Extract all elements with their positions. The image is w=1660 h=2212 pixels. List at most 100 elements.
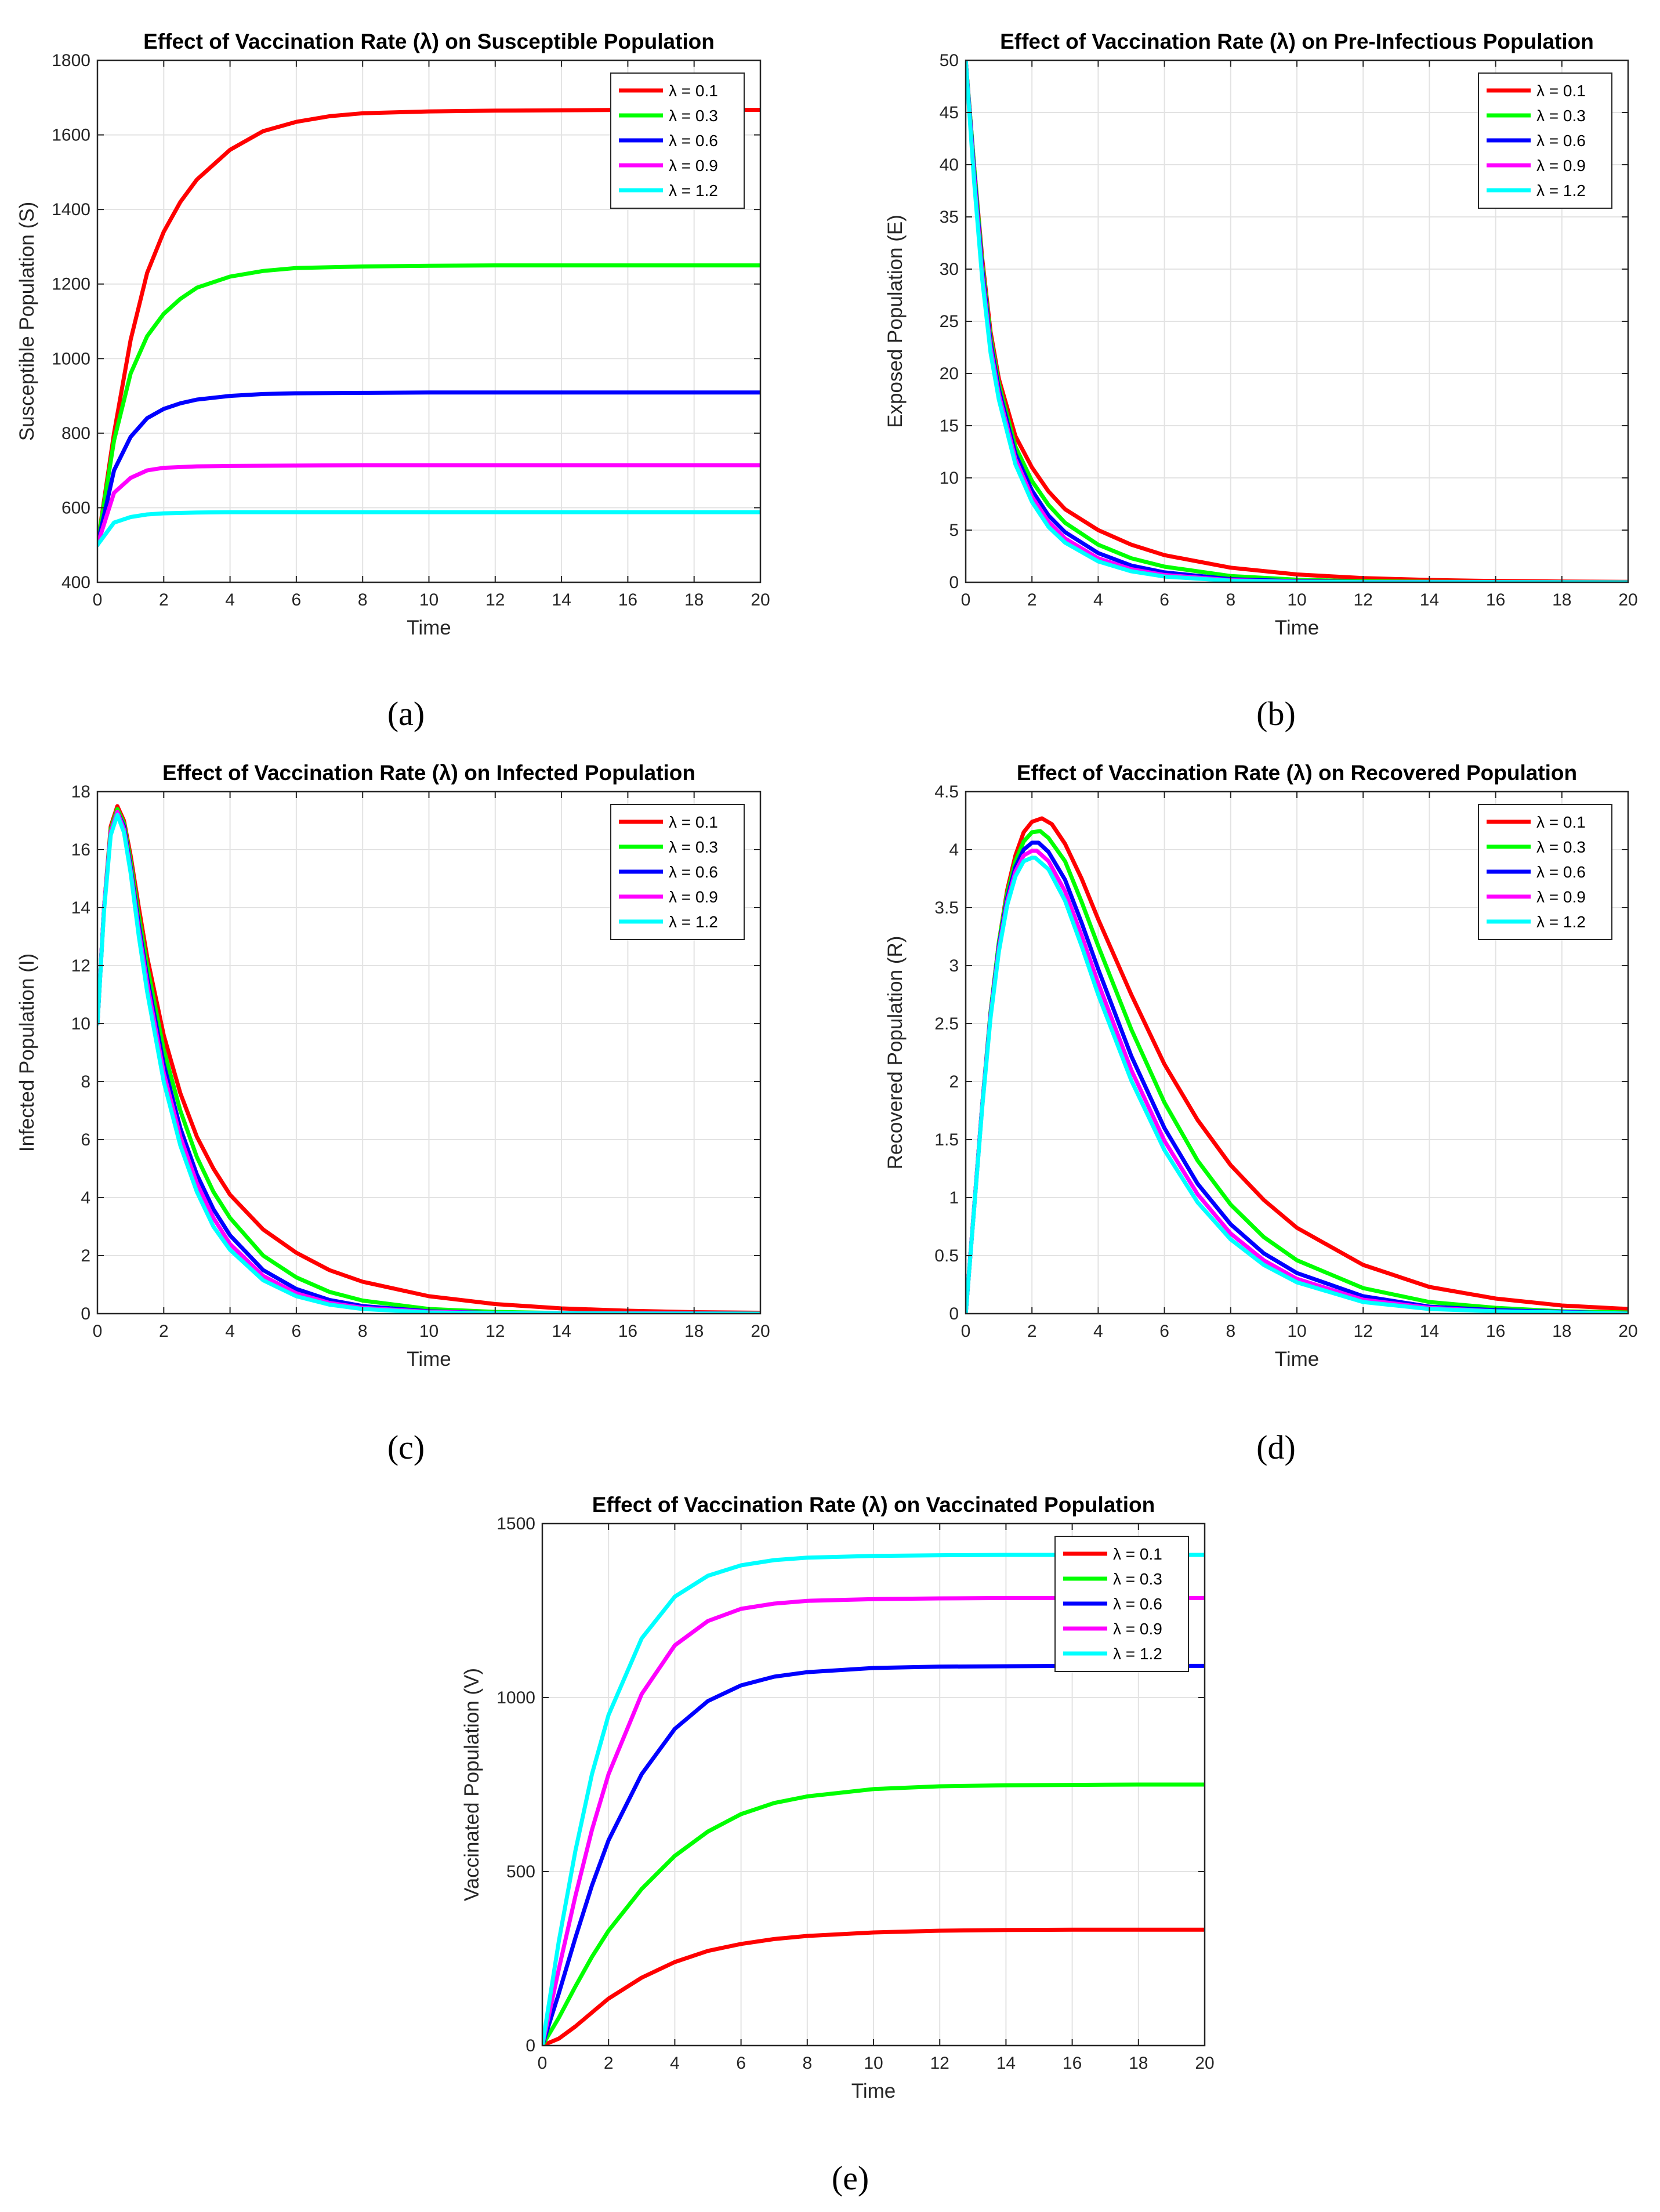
x-tick-label: 14	[996, 2054, 1016, 2073]
y-tick-label: 0.5	[934, 1246, 959, 1265]
x-tick-label: 14	[1420, 1322, 1439, 1341]
x-tick-label: 16	[618, 590, 637, 610]
chart-title: Effect of Vaccination Rate (λ) on Pre-In…	[1000, 30, 1594, 53]
legend-label: λ = 0.6	[1536, 132, 1586, 150]
panel-caption: (b)	[1256, 695, 1296, 733]
y-tick-label: 0	[525, 2036, 535, 2055]
y-tick-label: 400	[61, 573, 90, 592]
y-tick-label: 18	[71, 782, 90, 802]
y-tick-label: 4.5	[934, 782, 959, 802]
x-tick-label: 18	[684, 590, 704, 610]
x-tick-label: 16	[618, 1322, 637, 1341]
x-tick-label: 18	[1552, 590, 1571, 610]
x-tick-label: 10	[1287, 1322, 1306, 1341]
y-tick-label: 0	[81, 1304, 90, 1323]
x-tick-label: 0	[961, 1322, 971, 1341]
y-tick-label: 4	[81, 1188, 90, 1207]
x-tick-label: 8	[358, 590, 368, 610]
panel-caption: (d)	[1256, 1428, 1296, 1466]
panel-caption: (c)	[387, 1428, 425, 1466]
legend-label: λ = 0.1	[669, 813, 718, 831]
x-tick-label: 16	[1486, 590, 1505, 610]
x-tick-label: 14	[552, 590, 571, 610]
y-tick-label: 0	[949, 573, 959, 592]
x-tick-label: 20	[1195, 2054, 1214, 2073]
x-tick-label: 20	[1618, 590, 1637, 610]
x-tick-label: 8	[1226, 1322, 1235, 1341]
y-tick-label: 25	[940, 312, 959, 331]
y-axis-label: Susceptible Population (S)	[16, 202, 38, 441]
y-axis-label: Exposed Population (E)	[884, 215, 907, 428]
y-tick-label: 30	[940, 260, 959, 279]
y-tick-label: 500	[506, 1862, 535, 1881]
legend-label: λ = 0.1	[1536, 813, 1586, 831]
legend-label: λ = 0.1	[669, 82, 718, 100]
y-tick-label: 1000	[52, 349, 90, 368]
x-axis-label: Time	[407, 617, 451, 639]
y-tick-label: 45	[940, 103, 959, 122]
y-tick-label: 2.5	[934, 1014, 959, 1034]
y-tick-label: 10	[940, 469, 959, 488]
x-tick-label: 6	[1159, 590, 1169, 610]
chart-title: Effect of Vaccination Rate (λ) on Vaccin…	[592, 1493, 1155, 1517]
y-tick-label: 50	[940, 51, 959, 70]
y-tick-label: 10	[71, 1014, 90, 1034]
series-line-2	[97, 390, 760, 547]
panel-e: 0 2 4 6 8 10 12 14 16 18 20 0 500 1000 1500 Effect of V…	[461, 1493, 1215, 2197]
panel-b: 0 2 4 6 8 10 12 14 16 18 20 0 5 10 15 20 25 30 35 40 45 50 Eff…	[884, 30, 1638, 733]
x-axis-label: Time	[407, 1348, 451, 1370]
series-line-3	[542, 1595, 1205, 2046]
x-tick-label: 2	[159, 590, 169, 610]
y-axis-label: Vaccinated Population (V)	[461, 1668, 483, 1901]
legend-label: λ = 0.3	[669, 838, 718, 856]
series-line-1	[542, 1782, 1205, 2046]
legend-label: λ = 1.2	[1536, 182, 1586, 200]
x-tick-label: 20	[751, 1322, 770, 1341]
x-tick-label: 10	[864, 2054, 883, 2073]
legend-label: λ = 0.6	[669, 863, 718, 881]
series-line-1	[97, 263, 760, 547]
y-tick-label: 40	[940, 155, 959, 175]
y-tick-label: 1500	[496, 1514, 535, 1533]
y-tick-label: 1600	[52, 126, 90, 145]
y-tick-label: 1200	[52, 275, 90, 294]
legend-label: λ = 0.3	[1113, 1570, 1162, 1588]
chart-title: Effect of Vaccination Rate (λ) on Suscep…	[143, 30, 715, 53]
legend-label: λ = 0.1	[1113, 1545, 1162, 1563]
panel-d: 0 2 4 6 8 10 12 14 16 18 20 0 0.5 1 1.5 2 2.5 3 3.5 4 4.5 Eff…	[884, 761, 1638, 1466]
legend-label: λ = 0.9	[1536, 888, 1586, 906]
legend-label: λ = 0.9	[669, 888, 718, 906]
legend-label: λ = 1.2	[1536, 913, 1586, 931]
x-axis-label: Time	[1275, 617, 1319, 639]
y-tick-label: 0	[949, 1304, 959, 1323]
panel-caption: (a)	[387, 695, 425, 733]
series-line-4	[542, 1553, 1205, 2046]
y-tick-label: 2	[949, 1072, 959, 1092]
x-axis-label: Time	[1275, 1348, 1319, 1370]
y-tick-label: 1000	[496, 1688, 535, 1707]
y-tick-label: 8	[81, 1072, 90, 1092]
legend-label: λ = 1.2	[669, 913, 718, 931]
legend-label: λ = 1.2	[669, 182, 718, 200]
x-tick-label: 12	[485, 1322, 505, 1341]
x-tick-label: 18	[1129, 2054, 1148, 2073]
legend-label: λ = 1.2	[1113, 1645, 1162, 1663]
x-tick-label: 10	[419, 590, 438, 610]
x-tick-label: 14	[552, 1322, 571, 1341]
y-axis-label: Infected Population (I)	[16, 953, 38, 1152]
x-tick-label: 4	[225, 590, 235, 610]
legend-label: λ = 0.6	[669, 132, 718, 150]
y-tick-label: 1	[949, 1188, 959, 1207]
x-tick-label: 6	[292, 590, 302, 610]
legend-label: λ = 0.3	[1536, 107, 1586, 125]
x-tick-label: 6	[736, 2054, 746, 2073]
x-tick-label: 2	[1027, 590, 1037, 610]
x-tick-label: 20	[1618, 1322, 1637, 1341]
x-tick-label: 20	[751, 590, 770, 610]
legend-label: λ = 0.9	[1536, 157, 1586, 175]
y-tick-label: 5	[949, 521, 959, 540]
x-tick-label: 2	[1027, 1322, 1037, 1341]
legend-label: λ = 0.6	[1113, 1595, 1162, 1613]
x-tick-label: 10	[1287, 590, 1306, 610]
